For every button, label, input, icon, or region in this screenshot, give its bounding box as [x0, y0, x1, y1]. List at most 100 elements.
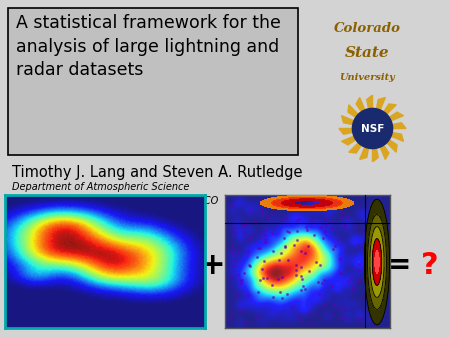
Point [301, 202, 308, 208]
Point [261, 232, 269, 238]
Point [270, 248, 277, 254]
Text: NSF: NSF [361, 123, 384, 134]
Point [240, 222, 248, 228]
Point [339, 209, 346, 215]
Point [342, 305, 349, 310]
Point [229, 250, 236, 256]
Point [227, 316, 234, 322]
Point [318, 280, 325, 286]
Point [297, 248, 304, 254]
Point [231, 245, 238, 250]
Point [230, 225, 237, 231]
Point [297, 273, 305, 279]
Point [278, 217, 285, 222]
Point [290, 242, 297, 247]
Polygon shape [373, 123, 406, 128]
Point [337, 256, 344, 262]
Point [245, 237, 252, 242]
Point [236, 277, 243, 283]
Point [298, 276, 306, 282]
Point [292, 273, 300, 278]
Point [254, 254, 261, 260]
Point [347, 276, 355, 282]
Point [245, 262, 252, 268]
Point [341, 314, 348, 319]
Point [321, 216, 328, 222]
Point [261, 236, 269, 242]
Point [270, 295, 277, 300]
Point [312, 312, 319, 317]
Point [312, 260, 319, 265]
Point [356, 262, 363, 267]
Polygon shape [373, 112, 404, 128]
Polygon shape [356, 98, 373, 128]
Point [240, 229, 248, 235]
Point [281, 244, 288, 250]
Point [240, 270, 247, 275]
Point [259, 276, 266, 281]
Point [271, 207, 279, 212]
Polygon shape [373, 104, 396, 128]
Point [315, 279, 322, 284]
Point [298, 318, 305, 323]
Point [261, 227, 269, 232]
Point [360, 229, 367, 235]
Point [258, 207, 265, 212]
Point [319, 236, 326, 241]
Polygon shape [367, 95, 373, 128]
Point [329, 246, 337, 252]
Polygon shape [339, 128, 373, 134]
Point [279, 275, 286, 280]
Polygon shape [373, 128, 389, 160]
Point [252, 220, 259, 225]
Point [337, 316, 344, 321]
Point [275, 257, 283, 262]
Point [287, 202, 294, 207]
Point [242, 319, 249, 325]
Point [329, 225, 336, 231]
Text: University: University [340, 73, 396, 82]
Point [243, 220, 250, 225]
Point [310, 233, 317, 238]
Point [356, 316, 363, 322]
Point [328, 284, 336, 289]
Point [338, 214, 345, 219]
Point [301, 286, 308, 292]
Polygon shape [373, 128, 397, 152]
Point [279, 295, 286, 301]
Point [274, 276, 281, 281]
Point [228, 311, 235, 316]
Point [248, 233, 255, 239]
Point [280, 236, 287, 241]
Text: ?: ? [421, 250, 439, 280]
Point [255, 314, 262, 320]
Point [228, 273, 235, 278]
Point [303, 206, 310, 212]
Point [302, 224, 309, 230]
Polygon shape [373, 128, 404, 141]
Polygon shape [342, 128, 373, 145]
Polygon shape [373, 128, 378, 162]
Point [320, 303, 328, 308]
Point [229, 242, 236, 247]
Point [233, 292, 240, 297]
Point [316, 262, 324, 268]
Text: Department of Atmospheric Science
Colorado State University, Fort Collins, CO: Department of Atmospheric Science Colora… [12, 182, 218, 206]
Point [283, 291, 290, 297]
Circle shape [352, 108, 392, 149]
Point [328, 219, 336, 224]
Point [263, 214, 270, 219]
Point [293, 217, 301, 222]
Point [292, 262, 300, 268]
Point [334, 237, 342, 242]
Point [282, 243, 289, 249]
Point [360, 277, 367, 283]
Point [332, 200, 339, 206]
Point [308, 217, 315, 222]
Point [240, 222, 247, 228]
Point [234, 273, 241, 278]
Polygon shape [342, 116, 373, 128]
Point [354, 267, 361, 273]
Point [349, 286, 356, 292]
Point [320, 277, 328, 283]
